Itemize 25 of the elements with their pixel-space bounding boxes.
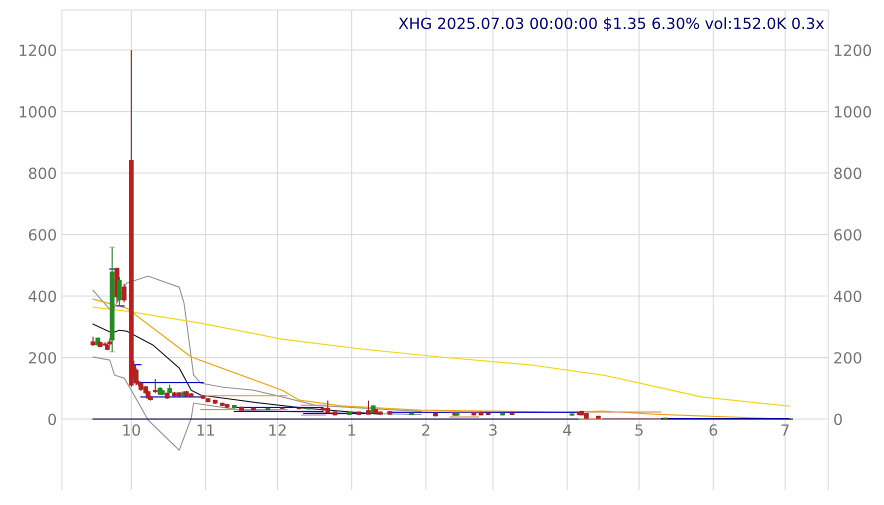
y2-tick-label: 1000 [834,106,872,118]
y-tick-label: 200 [28,352,56,364]
x-tick-label: 3 [489,424,497,436]
y-tick-label: 600 [28,229,56,241]
x-tick-label: 1 [348,424,356,436]
y2-tick-label: 600 [834,229,862,241]
y2-tick-label: 800 [834,168,862,180]
y-tick-label: 1200 [20,44,56,56]
x-tick-label: 7 [782,424,789,436]
x-tick-label: 2 [422,424,430,436]
x-tick-label: 12 [269,424,286,436]
y-tick-label: 1000 [20,106,56,118]
y2-tick-label: 400 [834,290,862,302]
y-tick-label: 400 [28,290,56,302]
y2-tick-label: 1200 [834,44,872,56]
x-tick-label: 5 [635,424,643,436]
chart-title: XHG 2025.07.03 00:00:00 $1.35 6.30% vol:152.0K 0.3x [398,17,824,32]
x-tick-label: 4 [563,424,572,436]
x-tick-label: 6 [710,424,718,436]
y-tick-label: 800 [28,168,56,180]
y2-tick-label: 0 [834,414,842,426]
y-tick-label: 0 [48,414,56,426]
x-tick-label: 11 [198,424,214,436]
y2-tick-label: 200 [834,352,862,364]
x-tick-label: 10 [123,424,140,436]
